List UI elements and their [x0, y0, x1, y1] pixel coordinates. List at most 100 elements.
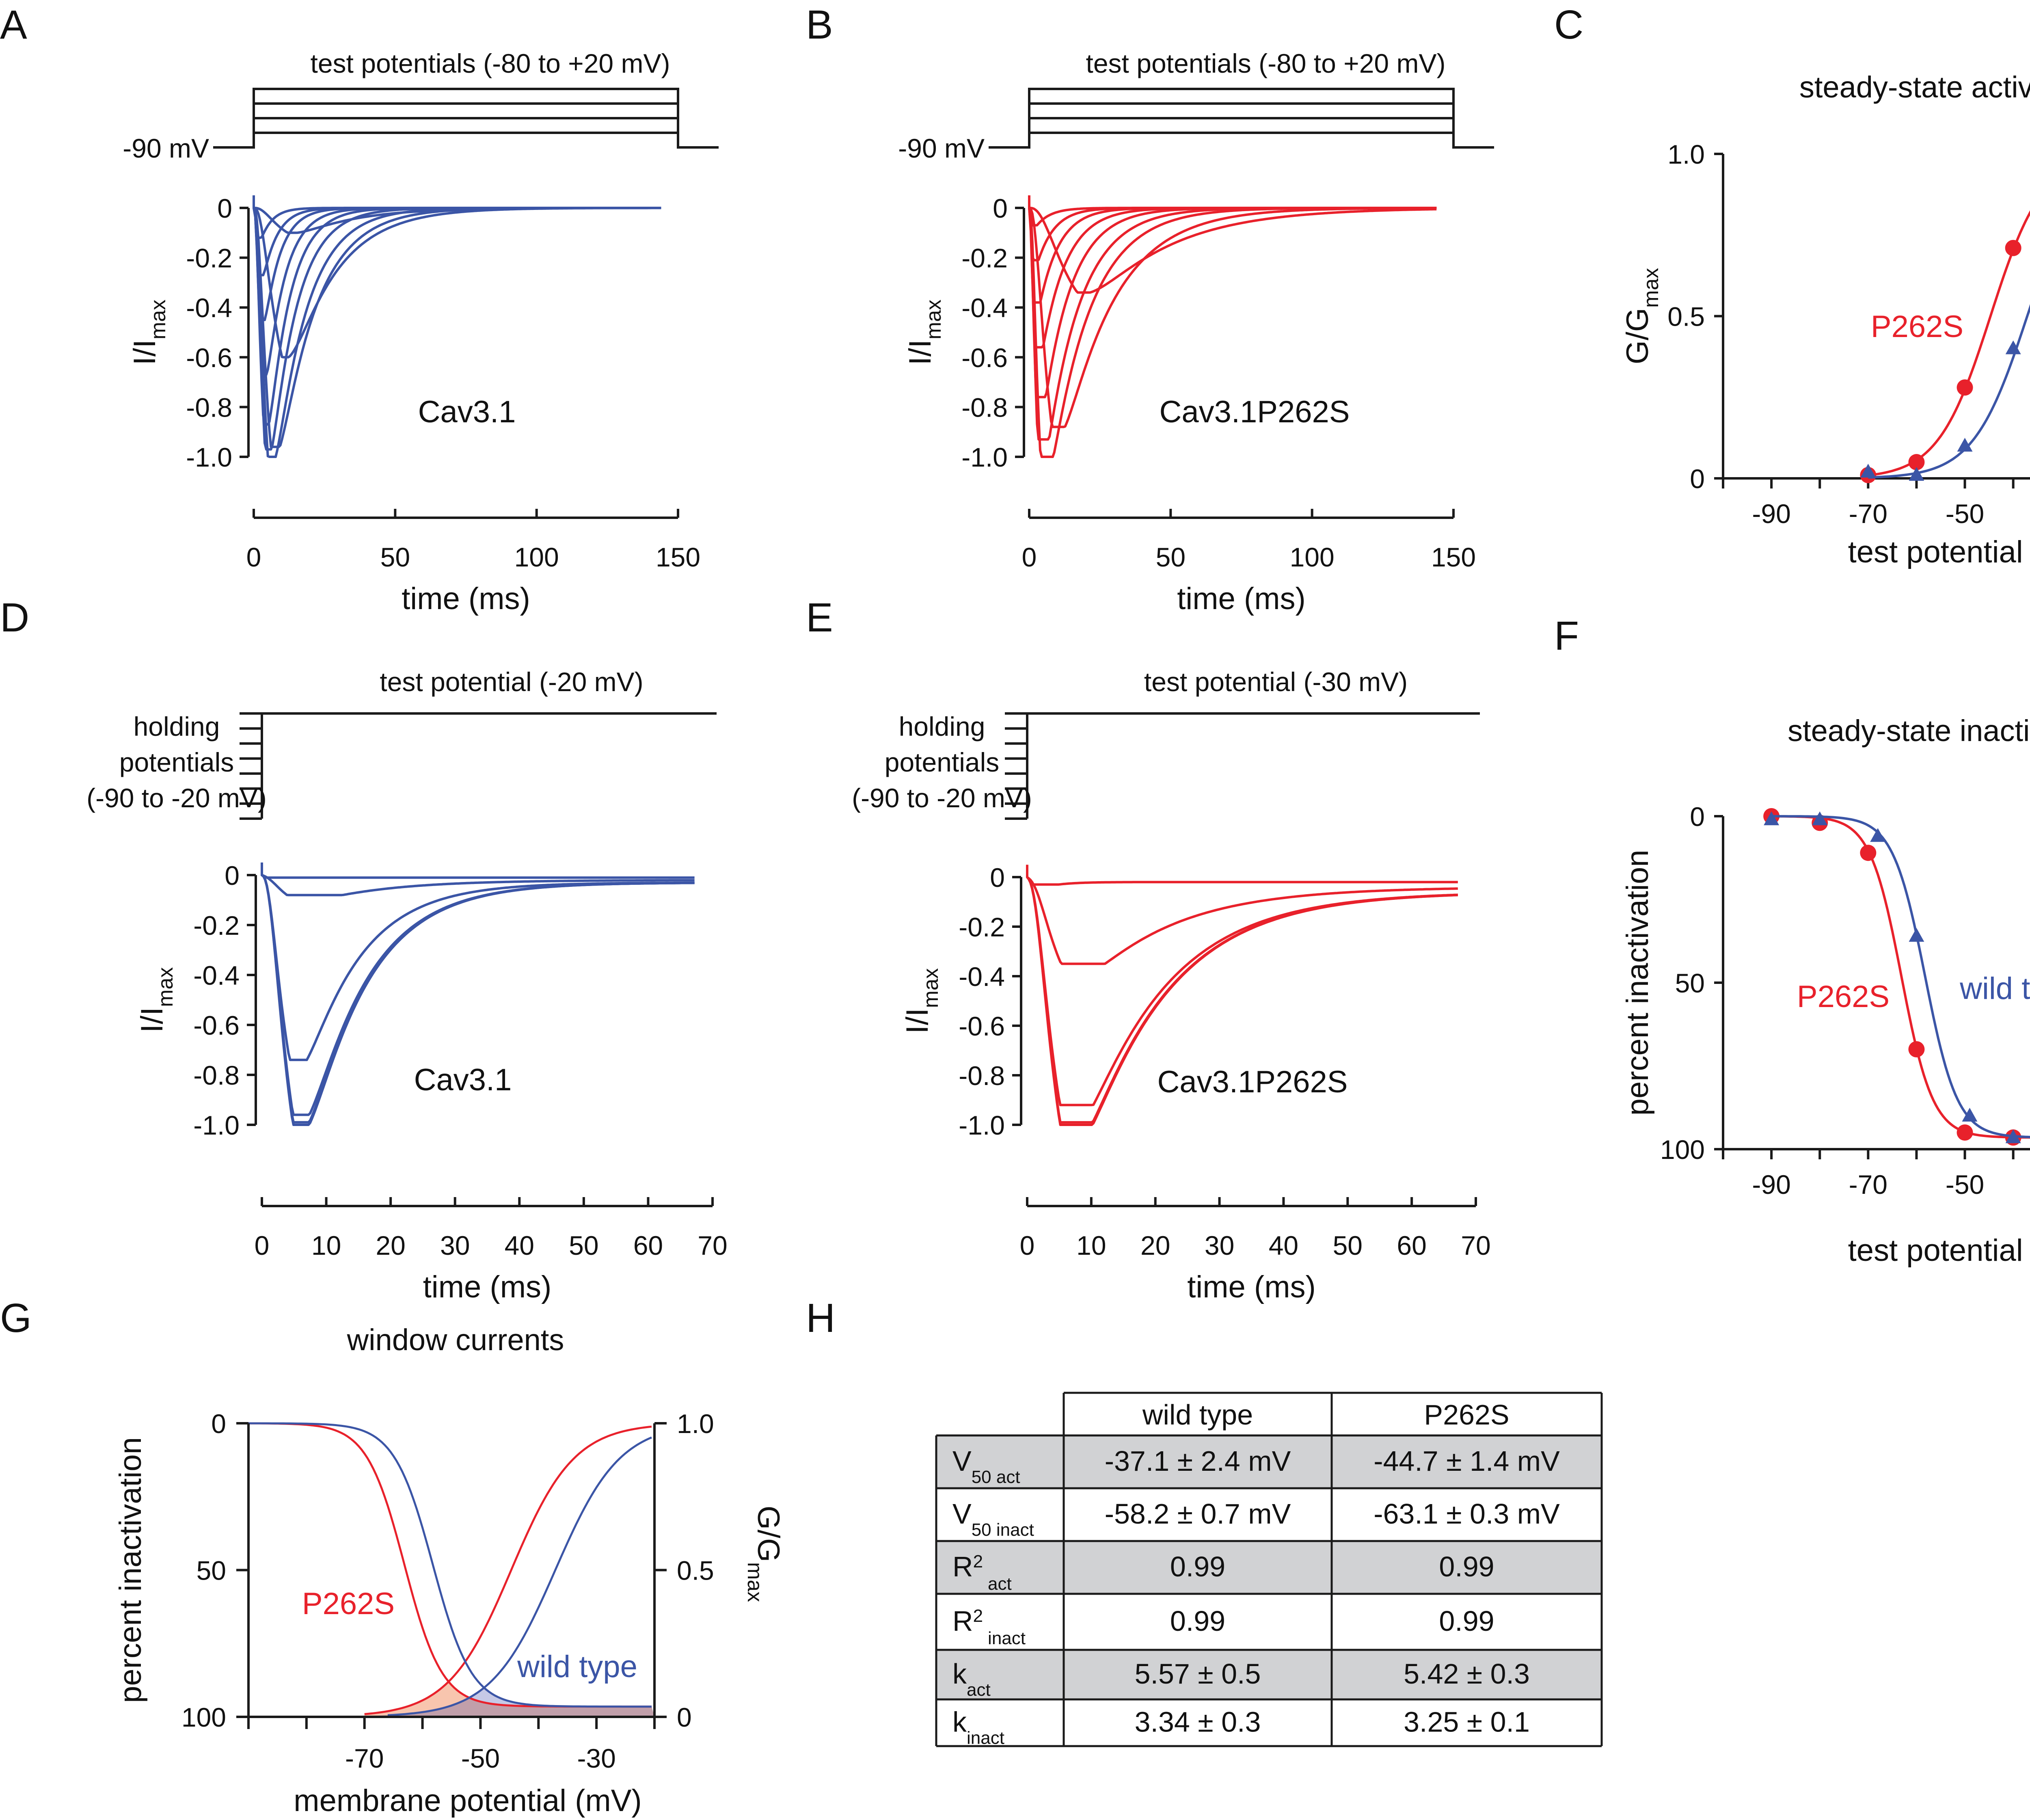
y-tick-label: -0.8	[959, 1061, 1005, 1091]
panel-e-p262s-inactivation-traces: test potential (-30 mV) holding potentials…	[852, 667, 1491, 1304]
holding-potentials-label: (-90 to -20 mV)	[86, 783, 267, 813]
row-label-symbol: R	[952, 1551, 973, 1582]
protocol-label: test potentials (-80 to +20 mV)	[1086, 48, 1446, 78]
right-y-tick-label: 1.0	[677, 1409, 714, 1439]
table-cell: 5.57 ± 0.5	[1135, 1658, 1261, 1690]
row-label: R2 act	[952, 1551, 1012, 1594]
x-tick-label: 40	[505, 1230, 534, 1260]
panel-letter-f: F	[1554, 613, 1579, 659]
column-header: P262S	[1424, 1399, 1509, 1431]
current-trace	[1028, 195, 1437, 349]
data-point-p262s	[1957, 1124, 1973, 1141]
data-point-wild-type	[1957, 438, 1973, 452]
y-axis-title-subscript: max	[919, 968, 943, 1008]
y-tick-label: -0.6	[961, 343, 1008, 373]
holding-potentials-label: holding	[134, 711, 220, 741]
current-trace	[261, 862, 695, 879]
x-tick-label: 100	[1290, 542, 1335, 572]
y-tick-label: 0	[993, 193, 1008, 223]
right-y-axis-title: G/Gmax	[743, 1506, 786, 1602]
x-axis-title: membrane potential (mV)	[294, 1783, 641, 1818]
current-trace	[1026, 865, 1458, 965]
y-tick-label: 0	[990, 862, 1005, 893]
table-cell: -58.2 ± 0.7 mV	[1105, 1498, 1291, 1530]
voltage-protocol-outline	[213, 88, 719, 149]
construct-label: Cav3.1	[414, 1063, 512, 1097]
y-tick-label: 0	[225, 860, 240, 891]
y-tick-label: 0	[217, 193, 232, 223]
voltage-protocol-outline	[989, 88, 1494, 149]
row-shading	[936, 1435, 1602, 1488]
x-tick-label: 20	[1140, 1230, 1170, 1260]
y-axis-title: G/Gmax	[1620, 268, 1663, 365]
y-tick-label: -0.6	[186, 343, 232, 373]
table-row: R2 act 0.99 0.99	[935, 1540, 1603, 1594]
left-y-axis-title: percent inactivation	[113, 1437, 148, 1703]
y-axis-title-main: I/I	[900, 1008, 935, 1033]
left-y-tick-label: 100	[181, 1702, 226, 1732]
y-axis-title-main: I/I	[127, 339, 162, 365]
right-y-axis-title-main: G/G	[751, 1506, 786, 1562]
chart-title: steady-state activation	[1799, 70, 2030, 104]
current-trace	[253, 195, 661, 359]
row-label: kact	[952, 1658, 991, 1700]
construct-label: Cav3.1P262S	[1160, 395, 1350, 429]
data-point-wild-type	[1870, 828, 1886, 842]
y-axis-title-subscript: max	[147, 300, 170, 339]
panel-letter-b: B	[806, 2, 833, 48]
y-tick-label: 0	[1690, 802, 1705, 832]
x-axis-title: test potential (mV)	[1848, 1233, 2030, 1268]
x-tick-label: -30	[577, 1743, 615, 1773]
holding-potential-label: -90 mV	[123, 133, 209, 163]
panel-letter-h: H	[806, 1295, 835, 1341]
data-point-wild-type	[1962, 1108, 1978, 1122]
panel-letter-d: D	[0, 595, 29, 640]
y-tick-label: -0.4	[193, 960, 240, 990]
fit-curve-wild-type	[1771, 815, 2030, 1139]
row-label-symbol: k	[952, 1706, 967, 1738]
row-label-subscript: 50 act	[972, 1467, 1020, 1487]
protocol-label: test potential (-20 mV)	[380, 667, 643, 697]
y-tick-label: -0.2	[193, 910, 240, 940]
series-label-p262s: P262S	[302, 1587, 395, 1621]
x-tick-label: 50	[380, 542, 410, 572]
panel-c-steady-state-activation: steady-state activation00.51.0-90-70-50-…	[1620, 70, 2030, 569]
series-label-wild-type: wild type	[1959, 971, 2030, 1006]
current-trace	[1028, 195, 1437, 294]
right-y-axis-title-subscript: max	[743, 1562, 767, 1602]
x-axis-title: time (ms)	[1177, 581, 1306, 616]
table-row: kinact 3.34 ± 0.3 3.25 ± 0.1	[935, 1698, 1603, 1748]
y-tick-label: -0.4	[959, 962, 1005, 992]
table-row: V50 act -37.1 ± 2.4 mV -44.7 ± 1.4 mV	[935, 1434, 1603, 1488]
panel-g-window-currents: window currents 0 50 100 0 0.5 1.0 -70 -50 -30 mem…	[113, 1323, 786, 1818]
window-area-overlap	[364, 1698, 654, 1717]
panel-b-p262s-activation-traces: -90 mV test potentials (-80 to +20 mV) 0 -0…	[898, 48, 1494, 616]
y-axis-title: I/Imax	[900, 968, 943, 1034]
row-label-symbol: R	[952, 1605, 973, 1637]
row-label-superscript: 2	[973, 1606, 983, 1626]
x-tick-label: 60	[633, 1230, 663, 1260]
y-tick-label: -0.8	[186, 392, 232, 422]
y-axis-title: I/Imax	[135, 967, 177, 1033]
row-label-subscript: inact	[988, 1628, 1026, 1648]
construct-label: Cav3.1P262S	[1158, 1065, 1348, 1099]
x-tick-label: 40	[1269, 1230, 1298, 1260]
column-header: wild type	[1142, 1399, 1253, 1431]
y-tick-label: -0.6	[959, 1011, 1005, 1041]
data-point-wild-type	[1764, 811, 1779, 826]
current-trace	[261, 862, 695, 897]
x-tick-label: 0	[1022, 542, 1037, 572]
x-axis-title: time (ms)	[1187, 1270, 1316, 1304]
series-label-p262s: P262S	[1797, 979, 1890, 1014]
row-shading	[936, 1541, 1602, 1594]
fit-curve-p262s	[1771, 815, 2030, 1139]
y-tick-label: 0.5	[1667, 302, 1705, 332]
x-tick-label: -90	[1752, 499, 1790, 529]
row-label-symbol: V	[952, 1445, 972, 1477]
table-cell: -44.7 ± 1.4 mV	[1373, 1445, 1560, 1477]
x-tick-label: 150	[656, 542, 700, 572]
data-point-wild-type	[2005, 1129, 2021, 1143]
y-tick-label: -1.0	[959, 1110, 1005, 1140]
x-tick-label: 150	[1431, 542, 1476, 572]
holding-potentials-label: potentials	[885, 747, 1000, 777]
